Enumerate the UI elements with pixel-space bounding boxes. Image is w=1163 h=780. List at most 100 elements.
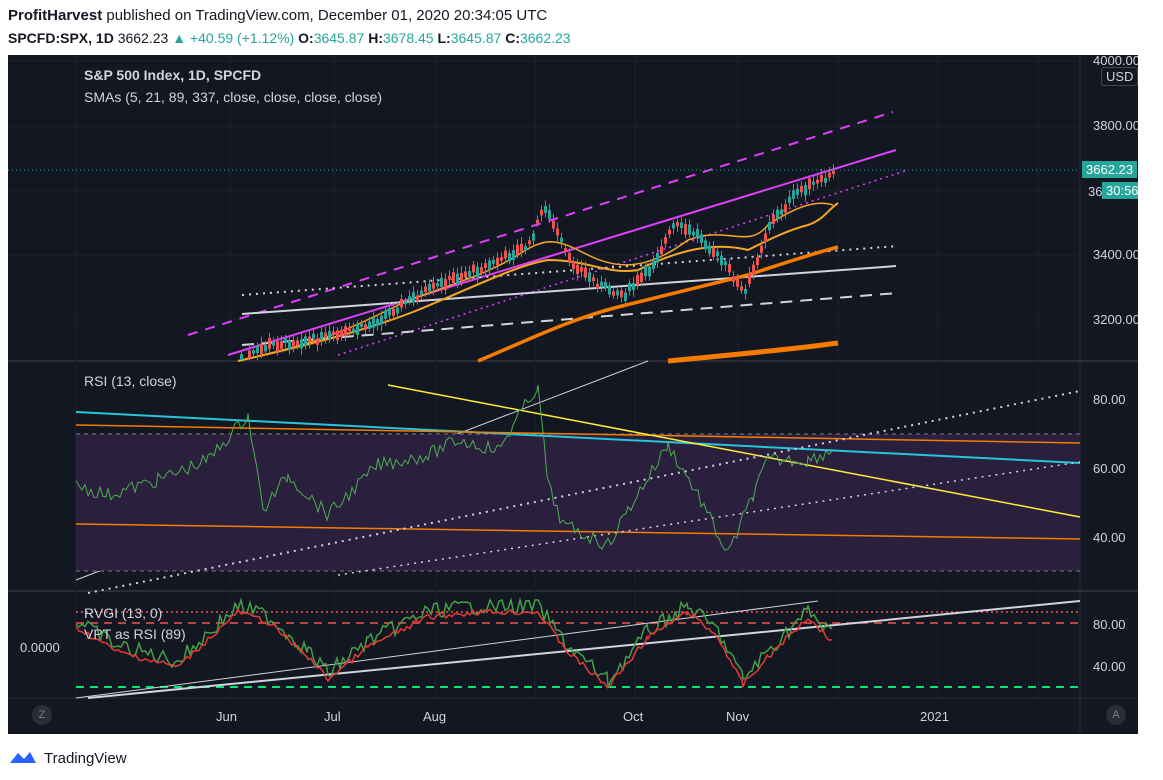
log-scale-z-button[interactable]: Z <box>32 705 52 725</box>
candle-body <box>296 340 299 346</box>
footer-brand[interactable]: TradingView <box>44 749 127 767</box>
open-label: O: <box>298 30 314 46</box>
sma-legend: SMAs (5, 21, 89, 337, close, close, clos… <box>84 89 383 105</box>
candle-body <box>756 257 759 266</box>
low-label: L: <box>437 30 451 46</box>
candle-body <box>628 282 631 292</box>
rvgi-white-trend[interactable] <box>87 600 1081 699</box>
candle-body <box>576 264 579 275</box>
candle-body <box>544 206 547 213</box>
candle-body <box>824 177 827 183</box>
sma-5-line[interactable] <box>237 202 834 362</box>
rsi-cyan-trend[interactable] <box>75 411 1081 464</box>
horizontal-gridlines <box>8 60 1080 321</box>
candle-body <box>404 301 407 305</box>
rsi-orange-upper[interactable] <box>75 424 1081 444</box>
countdown-badge: 30:56 <box>1102 182 1138 199</box>
candle-body <box>644 265 647 277</box>
low-value: 3645.87 <box>450 30 502 46</box>
candle-body <box>624 292 627 302</box>
rsi-white-dotted-upper[interactable] <box>87 390 1081 594</box>
rvgi-thin-trend[interactable] <box>75 600 819 699</box>
candle-body <box>452 272 455 283</box>
candle-body <box>292 340 295 348</box>
candle-body <box>608 285 611 295</box>
candle-body <box>436 283 439 287</box>
vertical-gridlines <box>75 55 1039 698</box>
candle-body <box>548 210 551 219</box>
candle-body <box>520 243 523 252</box>
candlestick-series[interactable] <box>240 163 835 360</box>
tradingview-logo-icon <box>10 752 36 763</box>
vpt-pane-title: VPT as RSI (89) <box>84 626 186 642</box>
rsi-tick-60: 60.00 <box>1093 461 1126 476</box>
candle-body <box>256 345 259 354</box>
rsi-yellow-trend[interactable] <box>387 384 1081 518</box>
candle-body <box>800 185 803 193</box>
candle-body <box>464 271 467 278</box>
sma-89-line[interactable] <box>477 245 839 363</box>
rvgi-tick-80: 80.00 <box>1093 617 1126 632</box>
rvgi-red-line[interactable] <box>75 608 833 689</box>
chart-area[interactable]: S&P 500 Index, 1D, SPCFD SMAs (5, 21, 89… <box>8 55 1138 734</box>
time-label-jun: Jun <box>216 709 237 724</box>
candle-body <box>408 296 411 301</box>
candle-body <box>620 290 623 298</box>
candle-body <box>668 229 671 235</box>
candle-body <box>812 181 815 185</box>
rvgi-left-value: 0.0000 <box>20 640 60 655</box>
white-support-line[interactable] <box>241 265 897 315</box>
candle-body <box>788 196 791 203</box>
symbol-label: SPCFD:SPX, 1D <box>8 30 114 46</box>
channel-mid-line[interactable] <box>227 149 897 356</box>
candle-body <box>336 330 339 341</box>
candle-body <box>528 240 531 245</box>
candle-body <box>304 336 307 346</box>
candle-body <box>508 253 511 262</box>
candle-body <box>280 341 283 349</box>
candle-body <box>792 190 795 199</box>
rsi-orange-lower[interactable] <box>75 523 1081 540</box>
rvgi-tick-40: 40.00 <box>1093 659 1126 674</box>
candle-body <box>584 267 587 278</box>
candle-body <box>352 328 355 332</box>
white-dashed-line[interactable] <box>241 292 899 346</box>
candle-body <box>240 354 243 360</box>
last-price: 3662.23 <box>117 30 169 46</box>
candle-body <box>808 178 811 190</box>
time-label-oct: Oct <box>623 709 644 724</box>
candle-body <box>716 251 719 257</box>
rvgi-green-line[interactable] <box>75 597 833 690</box>
candle-body <box>420 290 423 295</box>
candle-body <box>652 260 655 270</box>
candle-body <box>496 257 499 266</box>
rsi-line[interactable] <box>75 384 833 551</box>
candle-body <box>356 324 359 336</box>
time-label-nov: Nov <box>726 709 750 724</box>
channel-lower-dotted[interactable] <box>337 169 909 356</box>
price-change: ▲ +40.59 (+1.12%) <box>172 30 295 46</box>
candle-body <box>372 317 375 328</box>
candle-body <box>480 267 483 274</box>
candle-body <box>492 259 495 264</box>
candle-body <box>512 250 515 260</box>
sma-337-line[interactable] <box>667 340 839 364</box>
auto-scale-a-button[interactable]: A <box>1106 705 1126 725</box>
candle-body <box>424 286 427 293</box>
rsi-tick-80: 80.00 <box>1093 392 1126 407</box>
sma-21-line[interactable] <box>237 202 839 362</box>
candle-body <box>712 247 715 257</box>
candle-body <box>284 338 287 343</box>
upper-channel-dashed[interactable] <box>187 111 894 336</box>
candle-body <box>688 224 691 235</box>
candle-body <box>612 291 615 296</box>
candle-body <box>380 315 383 325</box>
price-tick-4000: 4000.00 <box>1093 55 1138 68</box>
currency-label[interactable]: USD <box>1101 67 1138 86</box>
candle-body <box>728 264 731 273</box>
candle-body <box>504 250 507 259</box>
rsi-pane-title: RSI (13, close) <box>84 373 177 389</box>
candle-body <box>636 274 639 286</box>
rsi-band-fill <box>76 434 1080 571</box>
candle-body <box>552 220 555 229</box>
